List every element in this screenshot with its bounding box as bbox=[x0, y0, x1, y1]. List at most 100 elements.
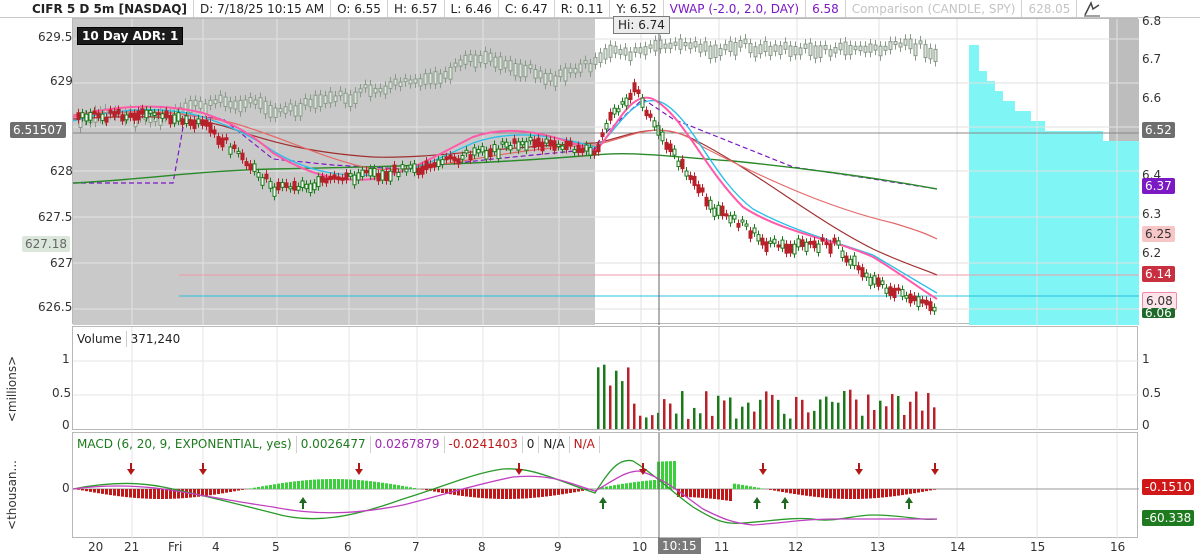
price-candle bbox=[592, 150, 597, 156]
macd-histogram-bar bbox=[445, 489, 448, 494]
macd-histogram-bar bbox=[473, 489, 476, 498]
comparison-study-label[interactable]: Comparison (CANDLE, SPY) bbox=[846, 0, 1023, 17]
macd-histogram-bar bbox=[297, 480, 300, 489]
time-axis-label: 16 bbox=[1110, 540, 1126, 554]
spy-candle bbox=[818, 45, 823, 58]
time-axis-label: 21 bbox=[124, 540, 140, 554]
price-candle bbox=[536, 137, 541, 147]
volume-bar bbox=[843, 390, 846, 429]
spy-candle bbox=[348, 94, 353, 108]
macd-histogram-bar bbox=[157, 489, 160, 499]
macd-value-tag: -60.338 bbox=[1142, 510, 1195, 526]
spy-candle bbox=[618, 49, 623, 55]
spy-candle bbox=[328, 91, 333, 104]
macd-histogram-bar bbox=[293, 481, 296, 489]
volume-bar bbox=[747, 402, 750, 429]
low-label: L: 6.46 bbox=[445, 0, 499, 17]
moving-average-pink bbox=[73, 96, 938, 300]
spy-candle bbox=[578, 63, 583, 73]
macd-histogram-bar bbox=[281, 483, 284, 489]
macd-histogram-bar bbox=[345, 479, 348, 489]
macd-histogram-bar bbox=[753, 486, 756, 489]
macd-histogram-bar bbox=[393, 484, 396, 489]
spy-candle bbox=[528, 64, 533, 70]
macd-histogram-bar bbox=[817, 489, 820, 498]
volume-title[interactable]: Volume bbox=[73, 331, 127, 347]
macd-histogram-bar bbox=[257, 486, 260, 489]
price-candle bbox=[544, 138, 549, 144]
chart-settings-icon[interactable] bbox=[1077, 0, 1107, 17]
macd-histogram-bar bbox=[453, 489, 456, 495]
macd-histogram-bar bbox=[493, 489, 496, 499]
price-candle bbox=[616, 108, 621, 113]
spy-candle bbox=[398, 81, 403, 87]
spy-candle bbox=[633, 47, 638, 53]
time-axis[interactable]: 20 21 Fri 4 5 6 7 8 9 10 11 12 13 14 15 … bbox=[72, 538, 1138, 557]
time-axis-label: 6 bbox=[344, 540, 352, 554]
price-candle bbox=[92, 110, 97, 115]
price-candle bbox=[540, 141, 545, 152]
price-candle bbox=[856, 265, 861, 271]
price-candle bbox=[408, 164, 413, 169]
macd-histogram-bar bbox=[277, 483, 280, 489]
spy-candle bbox=[868, 43, 873, 53]
volume-bar bbox=[927, 393, 930, 429]
spy-candle bbox=[403, 78, 408, 83]
macd-histogram-bar bbox=[873, 489, 876, 499]
price-candle bbox=[128, 112, 133, 118]
macd-pane[interactable] bbox=[72, 432, 1139, 539]
volume-bar bbox=[777, 399, 780, 429]
time-axis-label: 5 bbox=[272, 540, 280, 554]
price-candle bbox=[456, 158, 461, 165]
date-label: D: 7/18/25 10:15 AM bbox=[194, 0, 332, 17]
vwap-study-label[interactable]: VWAP (-2.0, 2.0, DAY) bbox=[664, 0, 807, 17]
macd-histogram-bar bbox=[201, 489, 204, 497]
macd-histogram-bar bbox=[689, 489, 692, 498]
macd-histogram-bar bbox=[229, 489, 232, 493]
macd-histogram-bar bbox=[265, 485, 268, 489]
macd-histogram-bar bbox=[433, 489, 436, 492]
macd-histogram-bar bbox=[169, 489, 172, 499]
volume-bar bbox=[801, 399, 804, 429]
price-candle bbox=[604, 122, 609, 130]
price-candle bbox=[768, 240, 773, 244]
price-candle bbox=[276, 181, 281, 191]
macd-histogram-bar bbox=[133, 489, 136, 498]
macd-histogram-bar bbox=[761, 488, 764, 489]
macd-histogram-bar bbox=[89, 489, 92, 492]
volume-bar bbox=[879, 400, 882, 429]
price-candle bbox=[112, 111, 117, 117]
symbol-label[interactable]: CIFR 5 D 5m [NASDAQ] bbox=[0, 0, 194, 17]
macd-histogram-bar bbox=[273, 484, 276, 489]
spy-candle bbox=[198, 100, 203, 109]
spy-candle bbox=[368, 84, 373, 97]
macd-histogram-bar bbox=[869, 489, 872, 499]
volume-pane[interactable]: Volume 371,240 bbox=[72, 326, 1139, 431]
spy-candle bbox=[473, 54, 478, 68]
macd-histogram-bar bbox=[561, 489, 564, 495]
volume-bar bbox=[855, 399, 858, 429]
macd-histogram-bar bbox=[825, 489, 828, 498]
macd-histogram-bar bbox=[517, 489, 520, 499]
price-candle bbox=[852, 255, 857, 266]
price-candle bbox=[224, 137, 229, 141]
spy-candle bbox=[413, 78, 418, 84]
price-candle bbox=[312, 182, 317, 191]
macd-histogram-bar bbox=[553, 489, 556, 496]
macd-histogram-bar bbox=[125, 489, 128, 498]
macd-histogram-bar bbox=[665, 461, 668, 489]
price-candle bbox=[132, 112, 137, 121]
spy-candle bbox=[388, 81, 393, 89]
price-candle bbox=[480, 146, 485, 153]
macd-histogram-bar bbox=[105, 489, 108, 495]
spy-candle bbox=[293, 105, 298, 117]
price-candle bbox=[900, 288, 905, 297]
price-pane[interactable]: 10 Day ADR: 1 Hi: 6.74 bbox=[72, 16, 1139, 325]
price-candle bbox=[816, 243, 821, 253]
spy-candle bbox=[78, 118, 83, 129]
price-candle bbox=[332, 174, 337, 180]
macd-histogram-bar bbox=[569, 489, 572, 493]
spy-candle bbox=[378, 87, 383, 93]
macd-histogram-bar bbox=[865, 489, 868, 499]
macd-title[interactable]: MACD (6, 20, 9, EXPONENTIAL, yes) bbox=[73, 436, 297, 453]
